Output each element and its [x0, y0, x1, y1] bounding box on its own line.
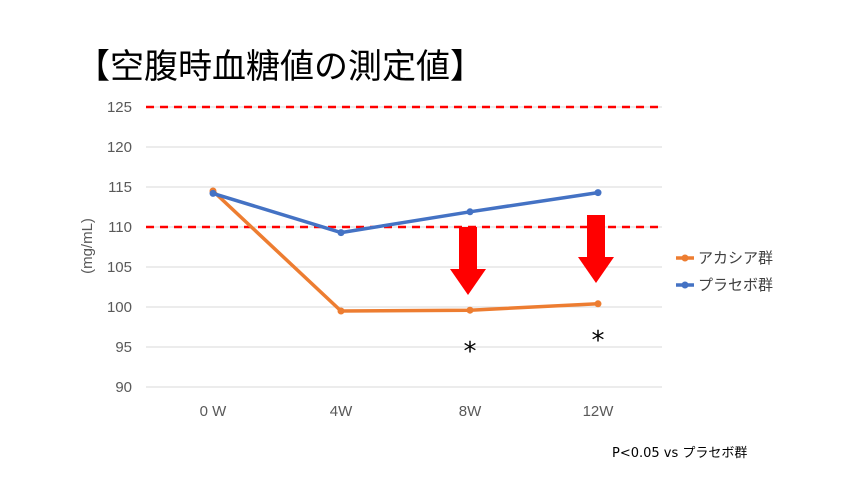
significance-mark-8W: *	[464, 337, 477, 367]
data-point-s1-3	[594, 189, 602, 197]
y-tick-label-100: 100	[107, 299, 132, 316]
x-tick-label-12W: 12W	[583, 403, 615, 420]
data-point-s1-1	[337, 229, 345, 237]
x-tick-label-8W: 8W	[459, 403, 482, 420]
y-axis-label: (mg/mL)	[79, 218, 96, 274]
chart-title: 【空腹時血糖値の測定値】	[76, 47, 484, 87]
significance-marks: * *	[464, 326, 605, 367]
footnote: P<0.05 vs プラセボ群	[612, 446, 747, 461]
legend-marker-1	[681, 281, 689, 289]
series-line-1	[212, 190, 599, 235]
y-tick-label-120: 120	[107, 139, 132, 156]
arrow-down-8W	[450, 227, 486, 295]
y-tick-label-115: 115	[108, 179, 132, 196]
x-tick-label-0W: 0 W	[200, 403, 228, 420]
reference-lines	[146, 105, 662, 229]
legend-marker-0	[681, 254, 689, 262]
data-point-s1-0	[209, 189, 217, 197]
data-point-s0-1	[337, 307, 345, 315]
legend-label-1: プラセボ群	[698, 276, 773, 294]
x-axis-ticks: 0 W 4W 8W 12W	[200, 403, 615, 420]
y-tick-label-110: 110	[108, 219, 132, 236]
arrow-down-12W	[578, 215, 614, 283]
series-lines	[209, 187, 602, 315]
y-tick-label-90: 90	[115, 379, 132, 396]
legend-label-0: アカシア群	[698, 249, 773, 267]
x-tick-label-4W: 4W	[330, 403, 353, 420]
data-point-s0-3	[594, 300, 602, 308]
data-point-s0-2	[466, 306, 474, 314]
y-tick-label-125: 125	[107, 99, 132, 116]
series-line-0	[211, 189, 599, 313]
y-tick-label-105: 105	[107, 259, 132, 276]
y-tick-label-95: 95	[115, 339, 132, 356]
gridlines	[146, 106, 662, 388]
data-point-s1-2	[466, 208, 474, 216]
y-axis-ticks: 90 95 100 105 110 115 120 125	[107, 99, 132, 396]
decrease-arrows	[450, 215, 614, 295]
significance-mark-12W: *	[592, 326, 605, 356]
